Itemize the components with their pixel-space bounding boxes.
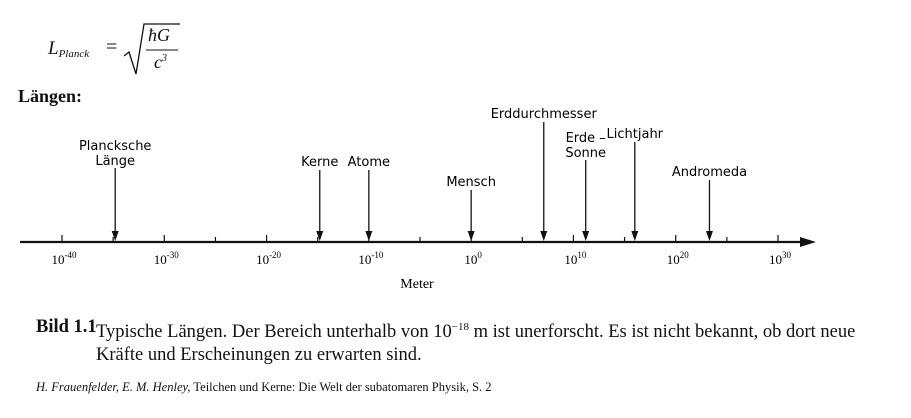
- marker-arrow-head: [705, 231, 713, 241]
- caption-text-before: Typische Längen. Der Bereich unterhalb v…: [96, 322, 452, 343]
- formula-denominator: c3: [154, 52, 167, 73]
- marker-label: Sonne: [565, 146, 606, 161]
- marker-label: Mensch: [446, 175, 496, 190]
- caption-label: Bild 1.1: [36, 317, 97, 337]
- marker-arrow-head: [316, 231, 324, 241]
- marker-arrow-head: [467, 231, 475, 241]
- source-title: Teilchen und Kerne: Die Welt der subatom…: [190, 380, 492, 394]
- marker-label: Kerne: [301, 155, 338, 170]
- marker-label: Andromeda: [672, 165, 747, 180]
- formula-subscript: Planck: [58, 48, 90, 60]
- caption-text: Typische Längen. Der Bereich unterhalb v…: [96, 316, 906, 367]
- marker-arrow-head: [111, 231, 119, 241]
- tick-label: 100: [464, 250, 482, 267]
- tick-label: 10-20: [256, 250, 281, 267]
- length-scale-diagram: 10-40 10-30 10-20 10-10 100 1010 1020 1030 Plan…: [20, 107, 816, 292]
- marker-label: Lichtjahr: [607, 127, 664, 142]
- caption-exponent: −18: [451, 321, 469, 333]
- marker-arrow-head: [365, 231, 373, 241]
- tick-label: 10-30: [154, 250, 179, 267]
- marker-label: Atome: [348, 155, 390, 170]
- formula-lhs: LPlanck: [48, 38, 89, 60]
- tick-label: 1030: [769, 250, 792, 267]
- denominator-base: c: [154, 52, 162, 72]
- denominator-exponent: 3: [162, 53, 167, 64]
- marker-arrow-head: [582, 231, 590, 241]
- tick-label: 1020: [667, 250, 690, 267]
- tick-label: 10-10: [358, 250, 383, 267]
- tick-label: 1010: [564, 250, 587, 267]
- formula-symbol: L: [48, 38, 59, 59]
- tick-label: 10-40: [52, 250, 77, 267]
- formula-equals: =: [106, 36, 118, 58]
- formula-numerator: ħG: [148, 25, 170, 45]
- source-authors: H. Frauenfelder, E. M. Henley,: [36, 380, 191, 394]
- sqrt-radical: [123, 23, 180, 75]
- marker-label: Plancksche: [79, 139, 152, 154]
- marker-label: Länge: [95, 154, 135, 169]
- caption-text-after: m ist unerforscht. Es ist nicht bekannt,…: [96, 322, 856, 366]
- section-heading: Längen:: [18, 86, 83, 106]
- marker-arrow-head: [540, 231, 548, 241]
- axis-label: Meter: [400, 277, 434, 292]
- source-citation: H. Frauenfelder, E. M. Henley, Teilchen …: [36, 380, 492, 395]
- marker-arrow-head: [631, 231, 639, 241]
- marker-label: Erddurchmesser: [491, 107, 598, 122]
- planck-length-formula: LPlanck = ħG c3: [48, 22, 180, 78]
- marker-label: Erde –: [566, 131, 606, 146]
- axis-arrow: [800, 237, 816, 247]
